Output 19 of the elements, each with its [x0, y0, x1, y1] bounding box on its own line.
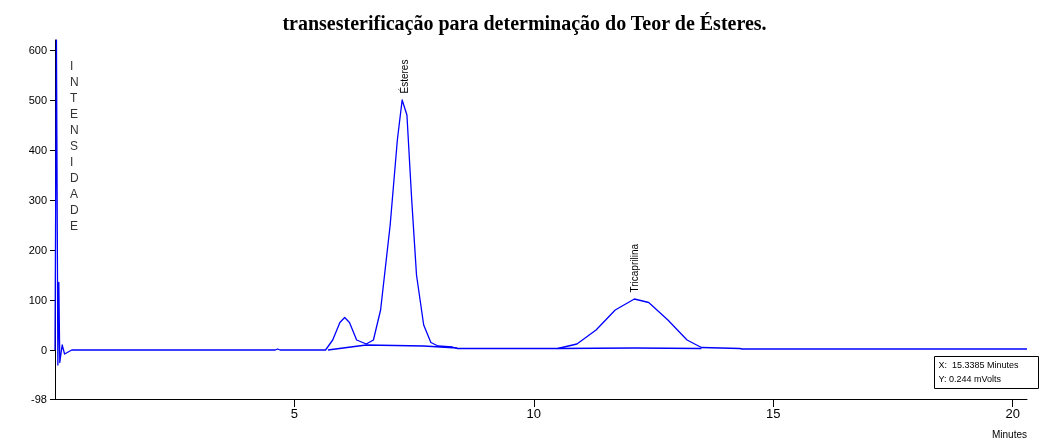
- y-tick-label: 200: [28, 244, 47, 256]
- x-tick-label: 20: [1005, 406, 1020, 421]
- y-tick-label: 500: [28, 94, 47, 106]
- text: INTENSIDADE: [70, 59, 79, 233]
- x-tick-label: 10: [526, 406, 542, 421]
- y-tick-label: 600: [28, 44, 47, 56]
- y-tick-label: 0: [40, 344, 47, 356]
- annotation: Ésteres: [398, 59, 411, 94]
- chart-title: transesterificação para determinação do Teor de Ésteres.: [282, 12, 767, 35]
- y-tick-label: -98: [31, 393, 47, 405]
- y-tick-label: 400: [28, 144, 47, 156]
- annotation: Tricaprilina: [628, 243, 640, 293]
- x-tick-label: 15: [765, 406, 781, 421]
- y-tick-label: 100: [28, 294, 47, 306]
- y-tick-label: 300: [28, 194, 47, 206]
- x-axis-title: Minutes: [991, 428, 1027, 440]
- annotation: Y: 0.244 mVolts: [938, 374, 1002, 384]
- x-tick-label: 5: [290, 406, 299, 421]
- annotation: X: 15.3385 Minutes: [938, 360, 1020, 370]
